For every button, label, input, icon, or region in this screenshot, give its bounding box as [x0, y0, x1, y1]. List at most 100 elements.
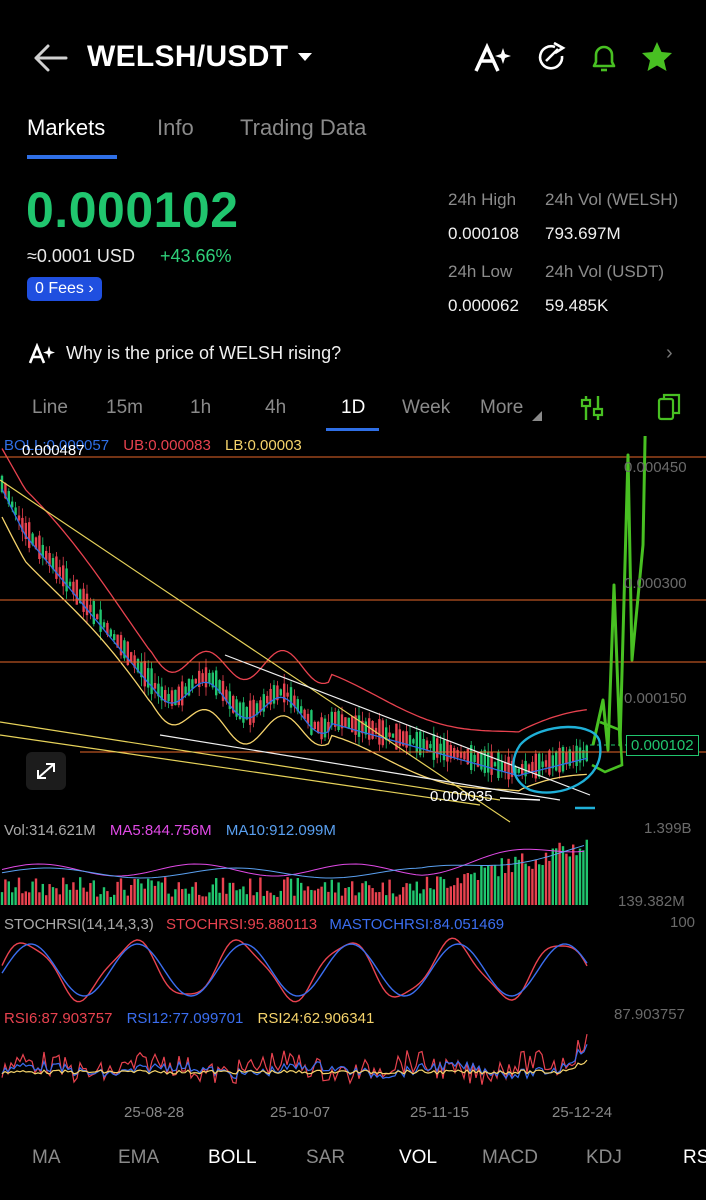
- tab-trading-data[interactable]: Trading Data: [240, 115, 367, 140]
- bell-icon[interactable]: [588, 42, 620, 74]
- volume-bar: [41, 883, 44, 905]
- candle-body: [470, 745, 473, 771]
- copy-icon[interactable]: [657, 393, 681, 421]
- volume-bar: [436, 876, 439, 905]
- candle-body: [347, 717, 350, 729]
- tf-week[interactable]: Week: [402, 397, 451, 418]
- tf-4h[interactable]: 4h: [265, 397, 287, 418]
- chart-canvas[interactable]: [0, 436, 706, 1126]
- volume-bar: [228, 882, 231, 905]
- candle-body: [504, 762, 507, 772]
- low-label: 24h Low: [448, 262, 513, 281]
- volume-bar: [354, 895, 357, 905]
- candle-body: [490, 751, 493, 775]
- tf-more[interactable]: More: [480, 397, 524, 418]
- indicator-boll[interactable]: BOLL: [208, 1147, 257, 1168]
- volume-bar: [187, 893, 191, 905]
- candle-body: [425, 740, 429, 750]
- candle-body: [419, 731, 422, 756]
- volume-bar: [337, 882, 340, 905]
- candle-body: [459, 751, 463, 758]
- candle-body: [102, 622, 106, 628]
- tf-line[interactable]: Line: [32, 397, 68, 418]
- stochrsi-value: STOCHRSI:95.880113: [165, 916, 318, 933]
- pair-dropdown-icon[interactable]: [296, 50, 314, 64]
- star-icon[interactable]: [640, 40, 674, 74]
- candle-body: [194, 678, 197, 684]
- volume-bar: [191, 886, 194, 905]
- volume-bar: [194, 882, 197, 905]
- volume-legend: Vol:314.621M MA5:844.756M MA10:912.099M: [4, 822, 336, 839]
- rsi6-line: [1, 1033, 588, 1085]
- ai-icon[interactable]: [473, 42, 513, 74]
- candle-body: [55, 556, 58, 579]
- volume-bar: [242, 886, 245, 905]
- volume-bar: [453, 885, 456, 905]
- refresh-icon[interactable]: [536, 41, 568, 74]
- candle-body: [337, 710, 340, 731]
- arrow-left-icon: [34, 44, 68, 72]
- stochrsi-legend: STOCHRSI(14,14,3,3) STOCHRSI:95.880113 M…: [4, 916, 504, 933]
- tab-info[interactable]: Info: [157, 115, 194, 140]
- candle-body: [572, 751, 575, 762]
- annotation-circle: [512, 725, 602, 794]
- candle-body: [385, 727, 388, 741]
- volume-bar: [262, 895, 265, 905]
- candle-body: [480, 751, 483, 770]
- candle-body: [368, 718, 371, 740]
- tf-1d[interactable]: 1D: [341, 397, 366, 418]
- candle-body: [136, 658, 140, 673]
- volume-bar: [364, 881, 367, 905]
- volume-bar: [51, 887, 55, 905]
- volume-bar: [439, 876, 442, 905]
- volume-bar: [89, 883, 92, 905]
- volume-bar: [272, 895, 276, 905]
- candle-body: [238, 702, 242, 720]
- candle-body: [215, 670, 218, 696]
- indicator-ema[interactable]: EMA: [118, 1147, 160, 1168]
- indicator-vol[interactable]: VOL: [399, 1147, 438, 1168]
- high-label: 24h High: [448, 190, 517, 209]
- expand-button[interactable]: [26, 752, 66, 790]
- why-rising-banner[interactable]: Why is the price of WELSH rising? ›: [28, 340, 688, 372]
- indicator-ma[interactable]: MA: [32, 1147, 61, 1168]
- back-button[interactable]: [28, 38, 72, 78]
- candle-body: [232, 695, 235, 713]
- tf-15m[interactable]: 15m: [106, 397, 143, 418]
- pair-title[interactable]: WELSH/USDT: [87, 40, 289, 73]
- indicator-sar[interactable]: SAR: [306, 1147, 346, 1168]
- candle-body: [289, 687, 293, 708]
- date-label: 25-11-15: [410, 1104, 469, 1121]
- candle-body: [283, 683, 286, 703]
- boll-mid-label: BOLL:0.000057: [4, 437, 110, 454]
- tab-markets[interactable]: Markets: [27, 115, 106, 140]
- candle-body: [96, 614, 99, 620]
- volume-bar: [344, 887, 347, 905]
- volume-bar: [198, 894, 201, 905]
- candle-body: [483, 749, 486, 773]
- volume-bar: [283, 879, 286, 905]
- vol-ma5-label: MA5:844.756M: [109, 822, 212, 839]
- volume-bar: [368, 885, 371, 905]
- indicator-rs[interactable]: RS: [683, 1147, 706, 1168]
- settings-sliders-icon[interactable]: [580, 394, 604, 422]
- indicator-macd[interactable]: MACD: [482, 1147, 538, 1168]
- tf-1h[interactable]: 1h: [190, 397, 212, 418]
- indicator-kdj[interactable]: KDJ: [586, 1147, 622, 1168]
- boll-upper-line: [1, 448, 587, 733]
- candle-body: [140, 662, 143, 678]
- candle-body: [116, 634, 119, 648]
- volume-bar: [296, 878, 299, 905]
- volume-bar: [402, 887, 405, 905]
- volume-bar: [34, 878, 38, 905]
- volume-bar: [279, 890, 282, 905]
- volume-bar: [541, 864, 544, 905]
- candle-body: [21, 517, 24, 532]
- fees-badge[interactable]: 0 Fees ›: [27, 277, 102, 301]
- chevron-right-icon: ›: [666, 342, 673, 364]
- volume-bar: [490, 864, 493, 905]
- volume-bar: [531, 868, 534, 905]
- candle-body: [493, 762, 497, 767]
- candle-body: [313, 721, 316, 730]
- volume-bar: [211, 884, 214, 905]
